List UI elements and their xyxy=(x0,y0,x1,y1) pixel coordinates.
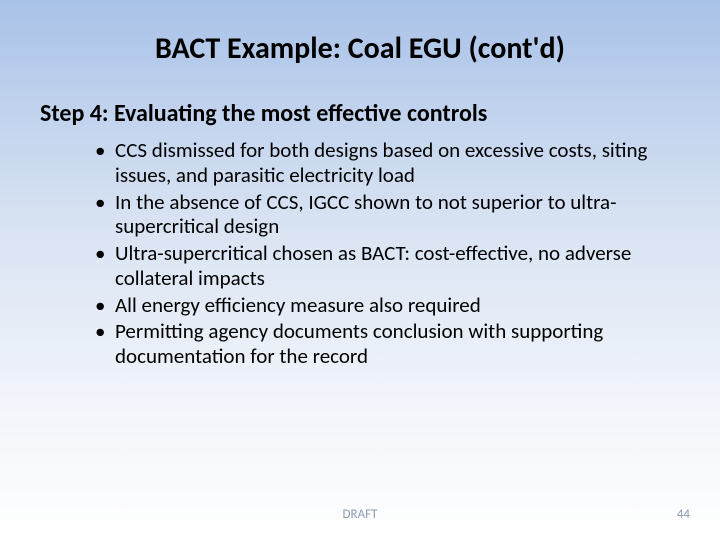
bullet-item: Permitting agency documents conclusion w… xyxy=(95,319,680,369)
bullet-item: All energy efficiency measure also requi… xyxy=(95,293,680,318)
bullet-item: In the absence of CCS, IGCC shown to not… xyxy=(95,190,680,240)
slide-subhead: Step 4: Evaluating the most effective co… xyxy=(40,99,680,128)
page-number: 44 xyxy=(677,507,690,522)
bullet-list: CCS dismissed for both designs based on … xyxy=(40,138,680,369)
bullet-item: CCS dismissed for both designs based on … xyxy=(95,138,680,188)
bullet-item: Ultra-supercritical chosen as BACT: cost… xyxy=(95,241,680,291)
slide: BACT Example: Coal EGU (cont'd) Step 4: … xyxy=(0,0,720,540)
footer-center-text: DRAFT xyxy=(0,507,720,522)
slide-title: BACT Example: Coal EGU (cont'd) xyxy=(40,30,680,67)
